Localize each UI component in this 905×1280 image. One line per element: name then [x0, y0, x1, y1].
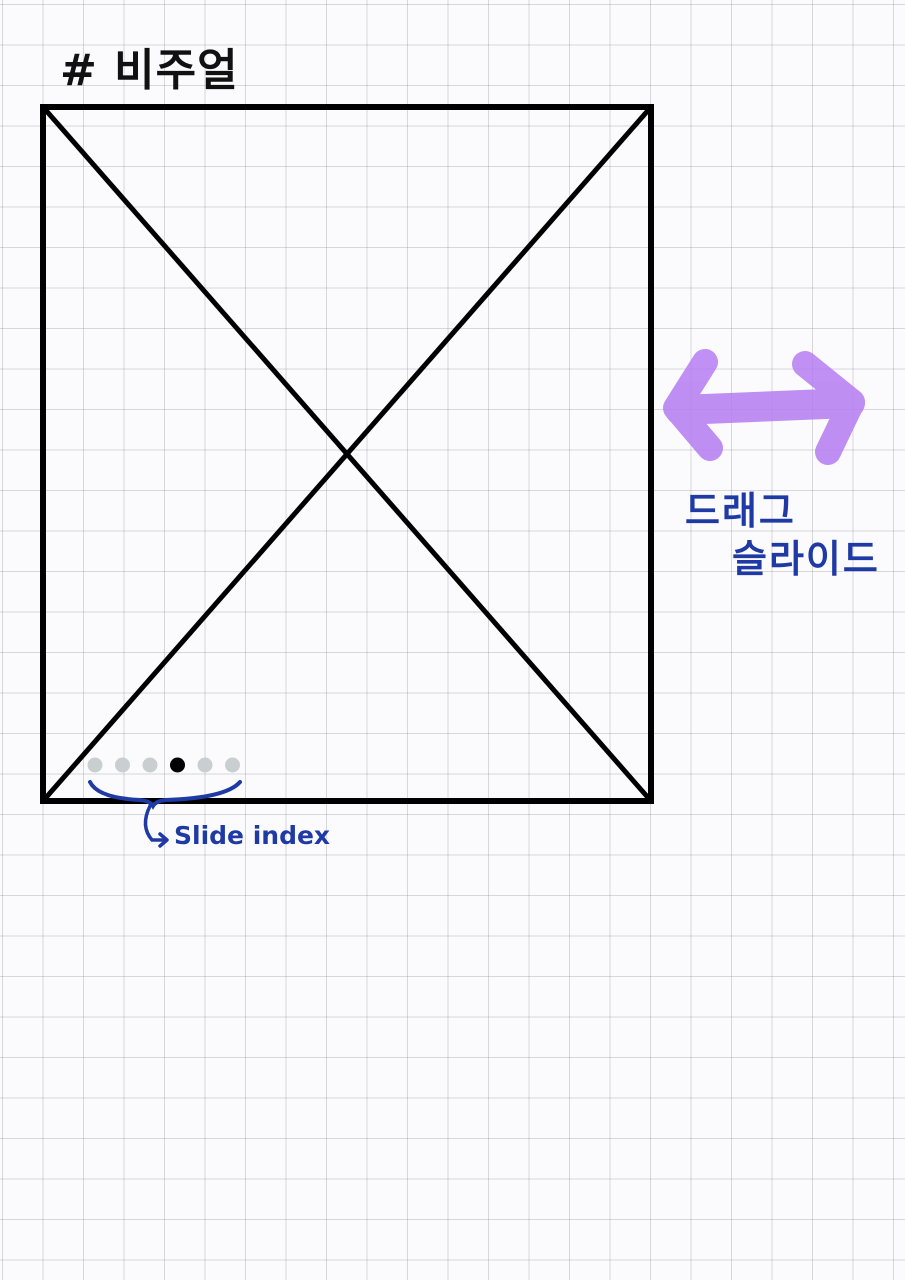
drag-arrow-icon: [663, 349, 865, 465]
slide-index-dot[interactable]: [115, 757, 130, 773]
slide-index-dot[interactable]: [142, 757, 158, 773]
index-pointer-arrow-icon: [143, 804, 168, 842]
section-title: # 비주얼: [60, 45, 239, 96]
drag-label-line1: 드래그: [685, 489, 796, 533]
slide-index-dot[interactable]: [87, 757, 103, 773]
slide-index-dot[interactable]: [225, 757, 240, 773]
slide-index-dot[interactable]: [197, 757, 213, 773]
placeholder-frame: [40, 104, 654, 804]
drag-label-line2: 슬라이드: [732, 537, 880, 581]
slide-index-dot-active[interactable]: [170, 757, 185, 773]
slide-index-dots: [87, 757, 240, 773]
placeholder-diagonal-2: [41, 105, 653, 803]
image-placeholder: [40, 104, 654, 804]
index-brace-icon: [88, 780, 242, 810]
index-pointer-arrowhead-icon: [158, 832, 169, 848]
slide-index-label: Slide index: [174, 821, 331, 850]
